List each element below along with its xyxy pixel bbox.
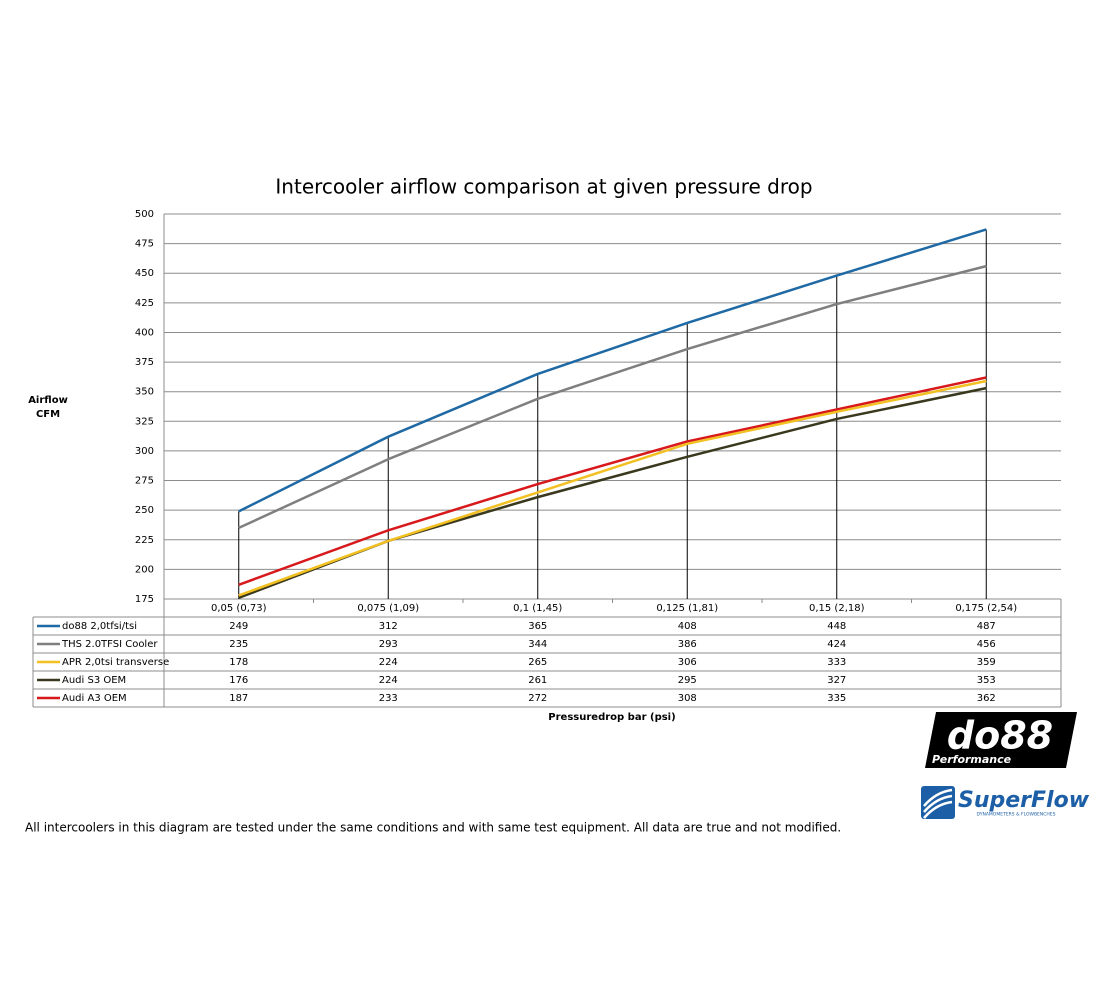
table-value: 335 [827, 693, 846, 704]
table-value: 386 [678, 639, 697, 650]
x-tick-label: 0,175 (2,54) [955, 603, 1017, 614]
table-value: 178 [229, 657, 248, 668]
table-value: 235 [229, 639, 248, 650]
x-tick-label: 0,15 (2,18) [809, 603, 865, 614]
y-axis-label: CFM [36, 409, 60, 420]
table-value: 295 [678, 675, 697, 686]
table-value: 224 [379, 675, 398, 686]
superflow-logo: SuperFlow DYNAMOMETERS & FLOWBENCHES [921, 786, 1090, 819]
chart-title: Intercooler airflow comparison at given … [275, 175, 812, 199]
y-tick-label: 350 [135, 387, 154, 398]
footnote: All intercoolers in this diagram are tes… [25, 821, 841, 835]
x-tick-label: 0,125 (1,81) [656, 603, 718, 614]
table-value: 362 [977, 693, 996, 704]
table-value: 261 [528, 675, 547, 686]
series-line [238, 386, 987, 599]
logo-stripes [923, 788, 953, 819]
table-value: 487 [977, 621, 996, 632]
table-value: 448 [827, 621, 846, 632]
y-tick-label: 175 [135, 594, 154, 605]
table-value: 293 [379, 639, 398, 650]
table-value: 333 [827, 657, 846, 668]
x-tick-label: 0,05 (0,73) [211, 603, 267, 614]
series-line [238, 264, 987, 530]
table-value: 187 [229, 693, 248, 704]
table-value: 344 [528, 639, 547, 650]
table-value: 408 [678, 621, 697, 632]
x-axis-label: Pressuredrop bar (psi) [548, 712, 675, 723]
y-tick-label: 450 [135, 268, 154, 279]
y-tick-label: 300 [135, 446, 154, 457]
table-value: 456 [977, 639, 996, 650]
legend-label: APR 2,0tsi transverse [62, 657, 169, 668]
table-value: 308 [678, 693, 697, 704]
legend-label: Audi A3 OEM [62, 693, 127, 704]
table-value: 272 [528, 693, 547, 704]
logo-text: do88 [947, 714, 1053, 758]
table-value: 306 [678, 657, 697, 668]
y-tick-label: 225 [135, 535, 154, 546]
x-tick-label: 0,1 (1,45) [513, 603, 562, 614]
y-axis-label: Airflow [28, 395, 68, 406]
table-value: 265 [528, 657, 547, 668]
logo-text: SuperFlow [958, 788, 1090, 813]
table-value: 365 [528, 621, 547, 632]
table-value: 176 [229, 675, 248, 686]
y-tick-label: 425 [135, 298, 154, 309]
logo-subtext: DYNAMOMETERS & FLOWBENCHES [977, 812, 1056, 818]
table-value: 359 [977, 657, 996, 668]
series-line [238, 376, 987, 586]
logo-background [925, 712, 1077, 768]
table-value: 327 [827, 675, 846, 686]
y-tick-label: 500 [135, 209, 154, 220]
table-value: 312 [379, 621, 398, 632]
y-tick-label: 275 [135, 476, 154, 487]
legend-label: THS 2.0TFSI Cooler [61, 639, 158, 650]
legend-label: Audi S3 OEM [62, 675, 126, 686]
x-tick-label: 0,075 (1,09) [357, 603, 419, 614]
y-tick-label: 400 [135, 327, 154, 338]
y-tick-label: 325 [135, 416, 154, 427]
series-line [238, 379, 987, 597]
y-tick-label: 200 [135, 564, 154, 575]
table-value: 424 [827, 639, 846, 650]
table-value: 353 [977, 675, 996, 686]
table-value: 224 [379, 657, 398, 668]
legend-label: do88 2,0tfsi/tsi [62, 621, 137, 632]
series-line [238, 228, 987, 513]
y-tick-label: 475 [135, 239, 154, 250]
table-value: 249 [229, 621, 248, 632]
logo-subtext: Performance [932, 753, 1012, 766]
y-tick-label: 375 [135, 357, 154, 368]
table-value: 233 [379, 693, 398, 704]
do88-logo: do88 Performance [925, 712, 1077, 768]
y-tick-label: 250 [135, 505, 154, 516]
